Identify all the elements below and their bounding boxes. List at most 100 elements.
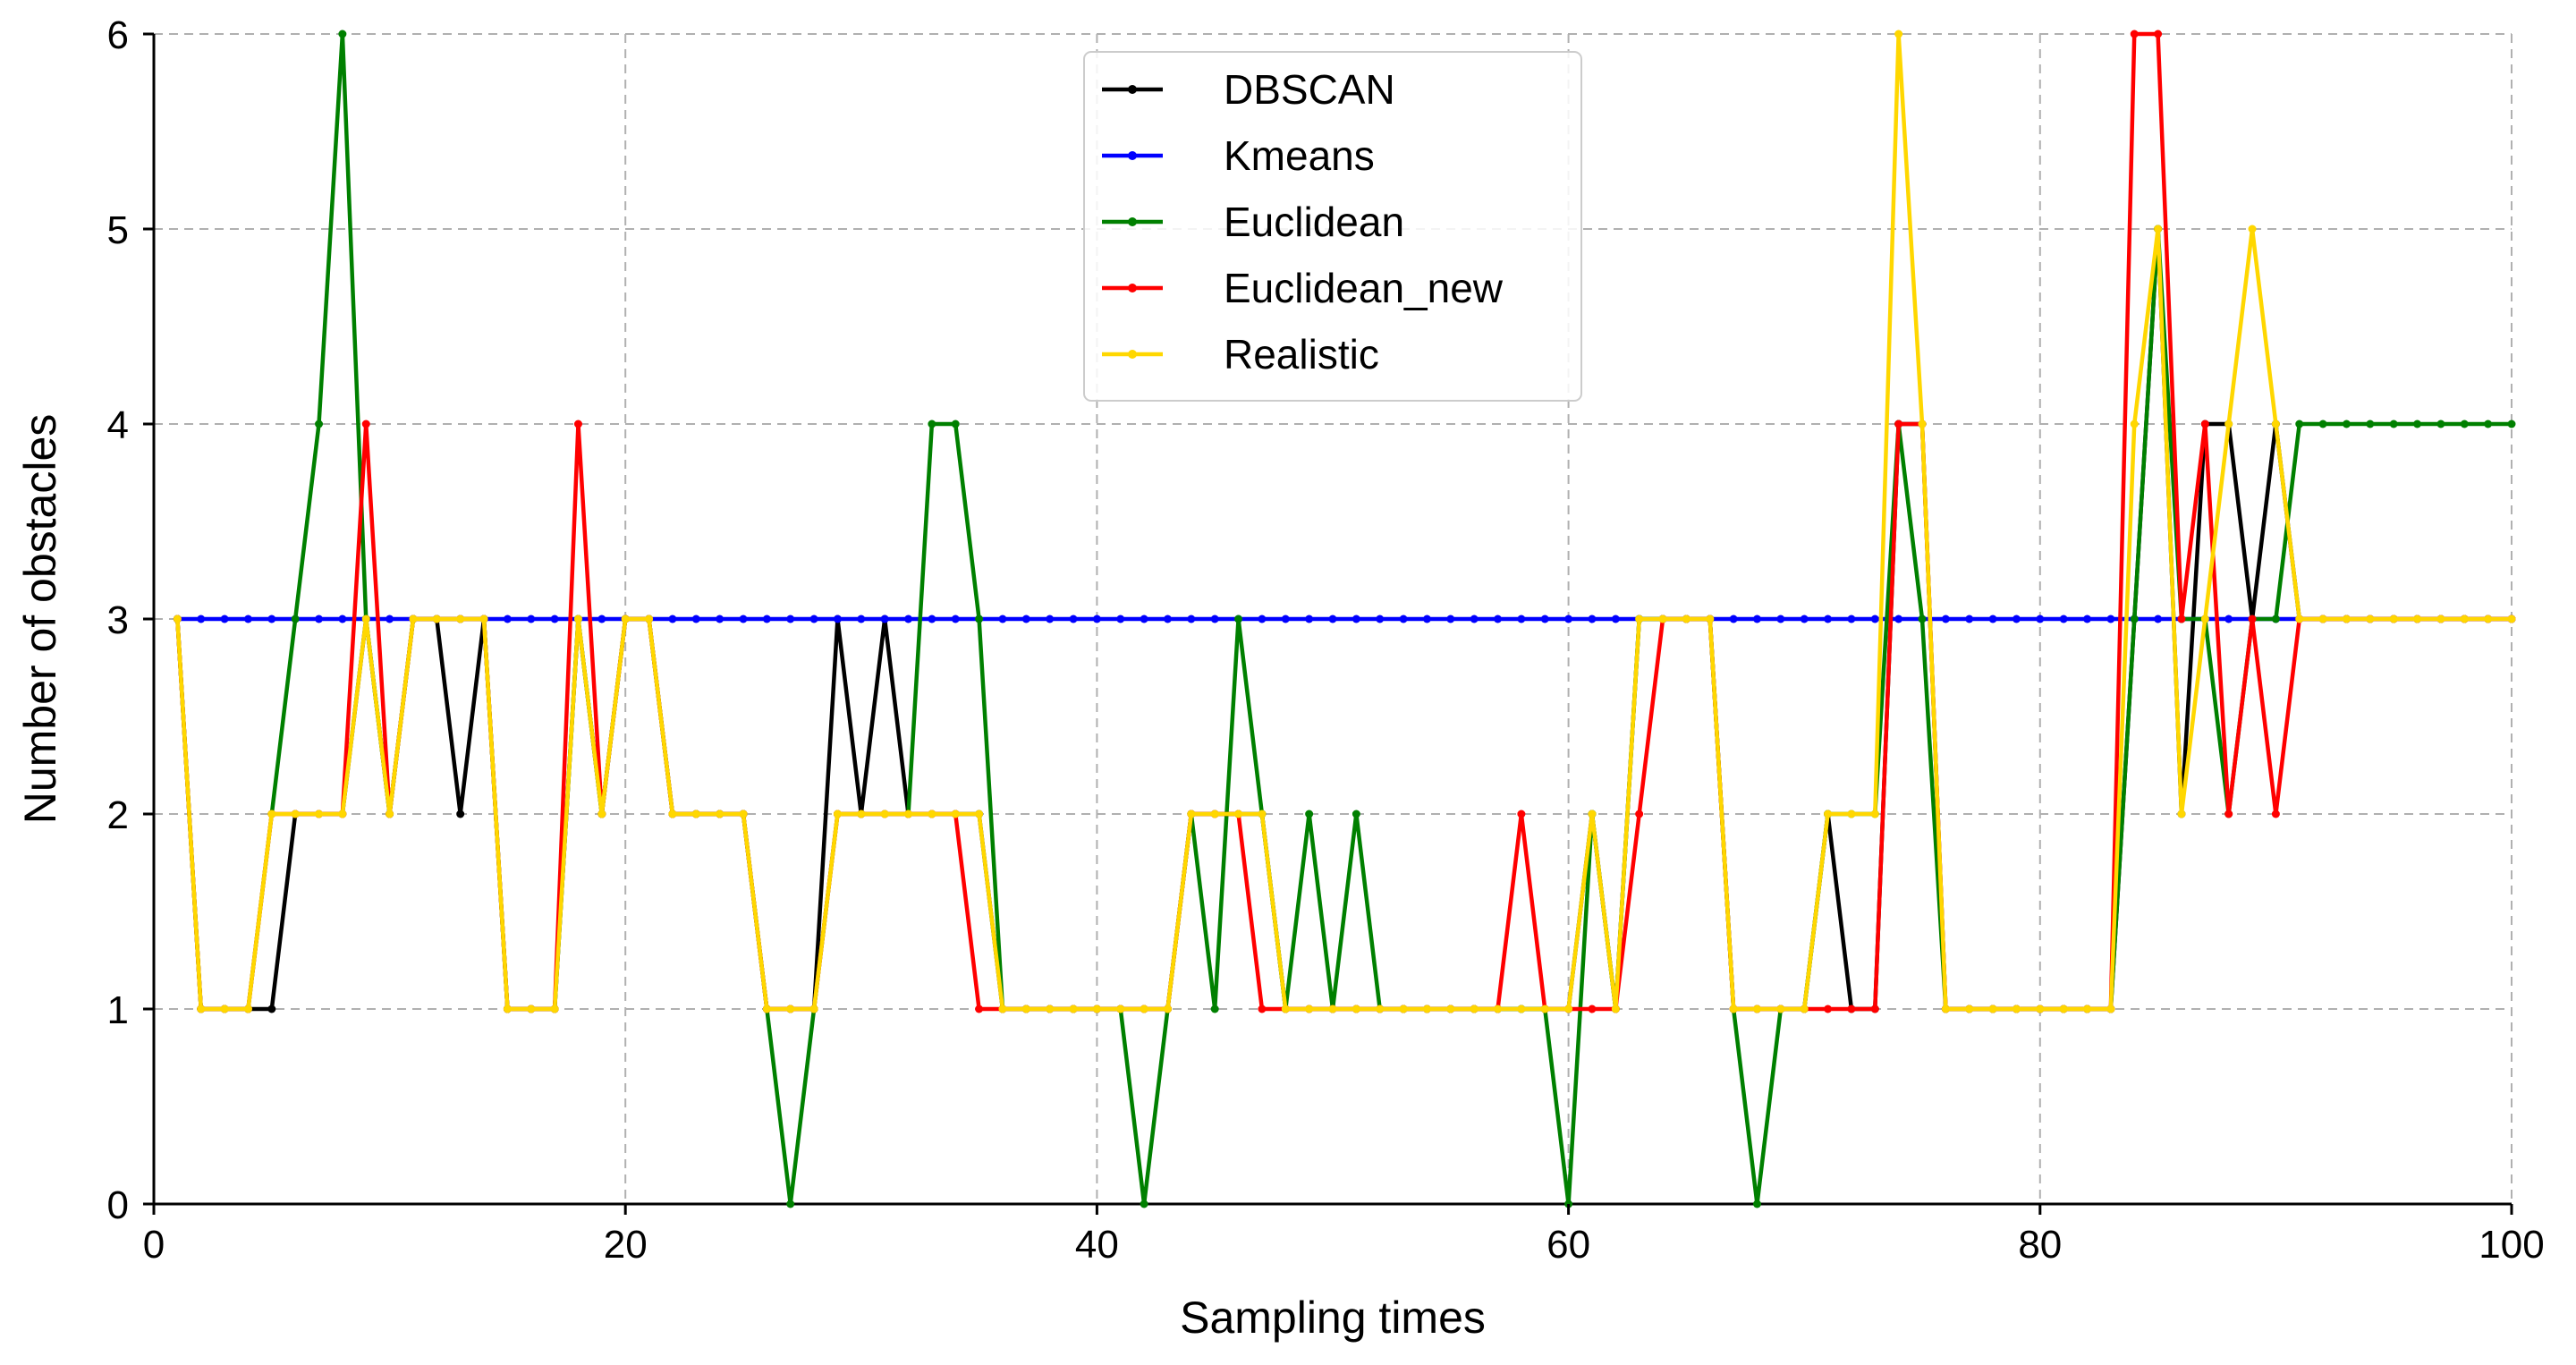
x-tick-label: 100 xyxy=(2479,1223,2544,1267)
data-point xyxy=(2012,615,2021,623)
data-point xyxy=(1021,1005,1030,1013)
data-point xyxy=(1163,615,1172,623)
data-point xyxy=(951,615,960,623)
x-axis-label: Sampling times xyxy=(1180,1293,1486,1343)
data-point xyxy=(432,615,441,623)
data-point xyxy=(1494,1005,1503,1013)
data-point xyxy=(2154,615,2163,623)
data-point xyxy=(1847,1005,1856,1013)
y-tick-label: 3 xyxy=(107,598,129,642)
data-point xyxy=(2106,1005,2115,1013)
data-point xyxy=(645,615,654,623)
data-point xyxy=(197,1005,206,1013)
data-point xyxy=(2224,810,2233,818)
data-point xyxy=(1470,615,1479,623)
data-point xyxy=(786,615,795,623)
data-point xyxy=(2484,615,2493,623)
series-lines xyxy=(173,30,2516,1208)
data-point xyxy=(928,810,936,818)
data-point xyxy=(691,615,700,623)
data-point xyxy=(173,615,182,623)
data-point xyxy=(1140,1200,1148,1208)
data-point xyxy=(291,615,300,623)
legend-item: Euclidean_new xyxy=(1102,265,1504,311)
data-point xyxy=(1847,810,1856,818)
data-point xyxy=(573,420,582,428)
data-point xyxy=(1870,810,1879,818)
legend-label: Euclidean xyxy=(1224,199,1404,245)
data-point xyxy=(1446,615,1455,623)
series-line xyxy=(175,31,2512,1012)
x-tick-label: 60 xyxy=(1546,1223,1590,1267)
legend-marker xyxy=(1128,350,1137,359)
data-point xyxy=(2507,420,2516,428)
data-point xyxy=(2036,615,2045,623)
series-realistic xyxy=(173,30,2516,1013)
data-point xyxy=(2200,420,2209,428)
data-point xyxy=(1540,1005,1549,1013)
data-point xyxy=(315,420,324,428)
data-point xyxy=(691,810,700,818)
data-point xyxy=(2200,615,2209,623)
data-point xyxy=(2342,420,2351,428)
data-point xyxy=(1752,1200,1761,1208)
data-point xyxy=(1187,810,1196,818)
data-point xyxy=(1328,1005,1337,1013)
data-point xyxy=(2507,615,2516,623)
data-point xyxy=(1258,810,1267,818)
data-point xyxy=(267,810,276,818)
data-point xyxy=(527,1005,536,1013)
y-tick-label: 0 xyxy=(107,1183,129,1227)
data-point xyxy=(1116,1005,1125,1013)
data-point xyxy=(998,615,1007,623)
data-point xyxy=(1258,1005,1267,1013)
data-point xyxy=(1422,1005,1431,1013)
data-point xyxy=(220,615,229,623)
data-point xyxy=(1234,615,1243,623)
data-point xyxy=(1210,810,1219,818)
data-point xyxy=(1210,615,1219,623)
data-point xyxy=(1517,810,1526,818)
data-point xyxy=(1352,1005,1360,1013)
data-point xyxy=(975,1005,984,1013)
y-axis-label: Number of obstacles xyxy=(15,414,65,825)
data-point xyxy=(1540,615,1549,623)
data-point xyxy=(1281,615,1290,623)
data-point xyxy=(928,420,936,428)
data-point xyxy=(1046,1005,1055,1013)
data-point xyxy=(1611,1005,1620,1013)
data-point xyxy=(338,615,347,623)
legend-item: Kmeans xyxy=(1102,132,1375,179)
data-point xyxy=(2389,420,2398,428)
data-point xyxy=(1069,615,1078,623)
data-point xyxy=(2106,615,2115,623)
data-point xyxy=(1422,615,1431,623)
data-point xyxy=(267,1005,276,1013)
data-point xyxy=(809,615,818,623)
data-point xyxy=(315,810,324,818)
data-point xyxy=(833,810,842,818)
data-point xyxy=(2318,420,2327,428)
data-point xyxy=(1988,615,1997,623)
data-point xyxy=(2059,1005,2068,1013)
data-point xyxy=(550,1005,559,1013)
data-point xyxy=(1352,810,1360,818)
data-point xyxy=(503,1005,512,1013)
data-point xyxy=(1399,1005,1408,1013)
data-point xyxy=(739,810,748,818)
series-kmeans xyxy=(173,615,2516,623)
data-point xyxy=(857,615,866,623)
data-point xyxy=(1800,1005,1809,1013)
data-point xyxy=(1328,615,1337,623)
data-point xyxy=(1800,615,1809,623)
data-point xyxy=(2460,615,2469,623)
data-point xyxy=(2295,615,2304,623)
legend-label: Euclidean_new xyxy=(1224,265,1504,311)
data-point xyxy=(1046,615,1055,623)
data-point xyxy=(2271,420,2280,428)
data-point xyxy=(1069,1005,1078,1013)
data-point xyxy=(904,810,913,818)
data-point xyxy=(857,810,866,818)
data-point xyxy=(2059,615,2068,623)
data-point xyxy=(951,810,960,818)
